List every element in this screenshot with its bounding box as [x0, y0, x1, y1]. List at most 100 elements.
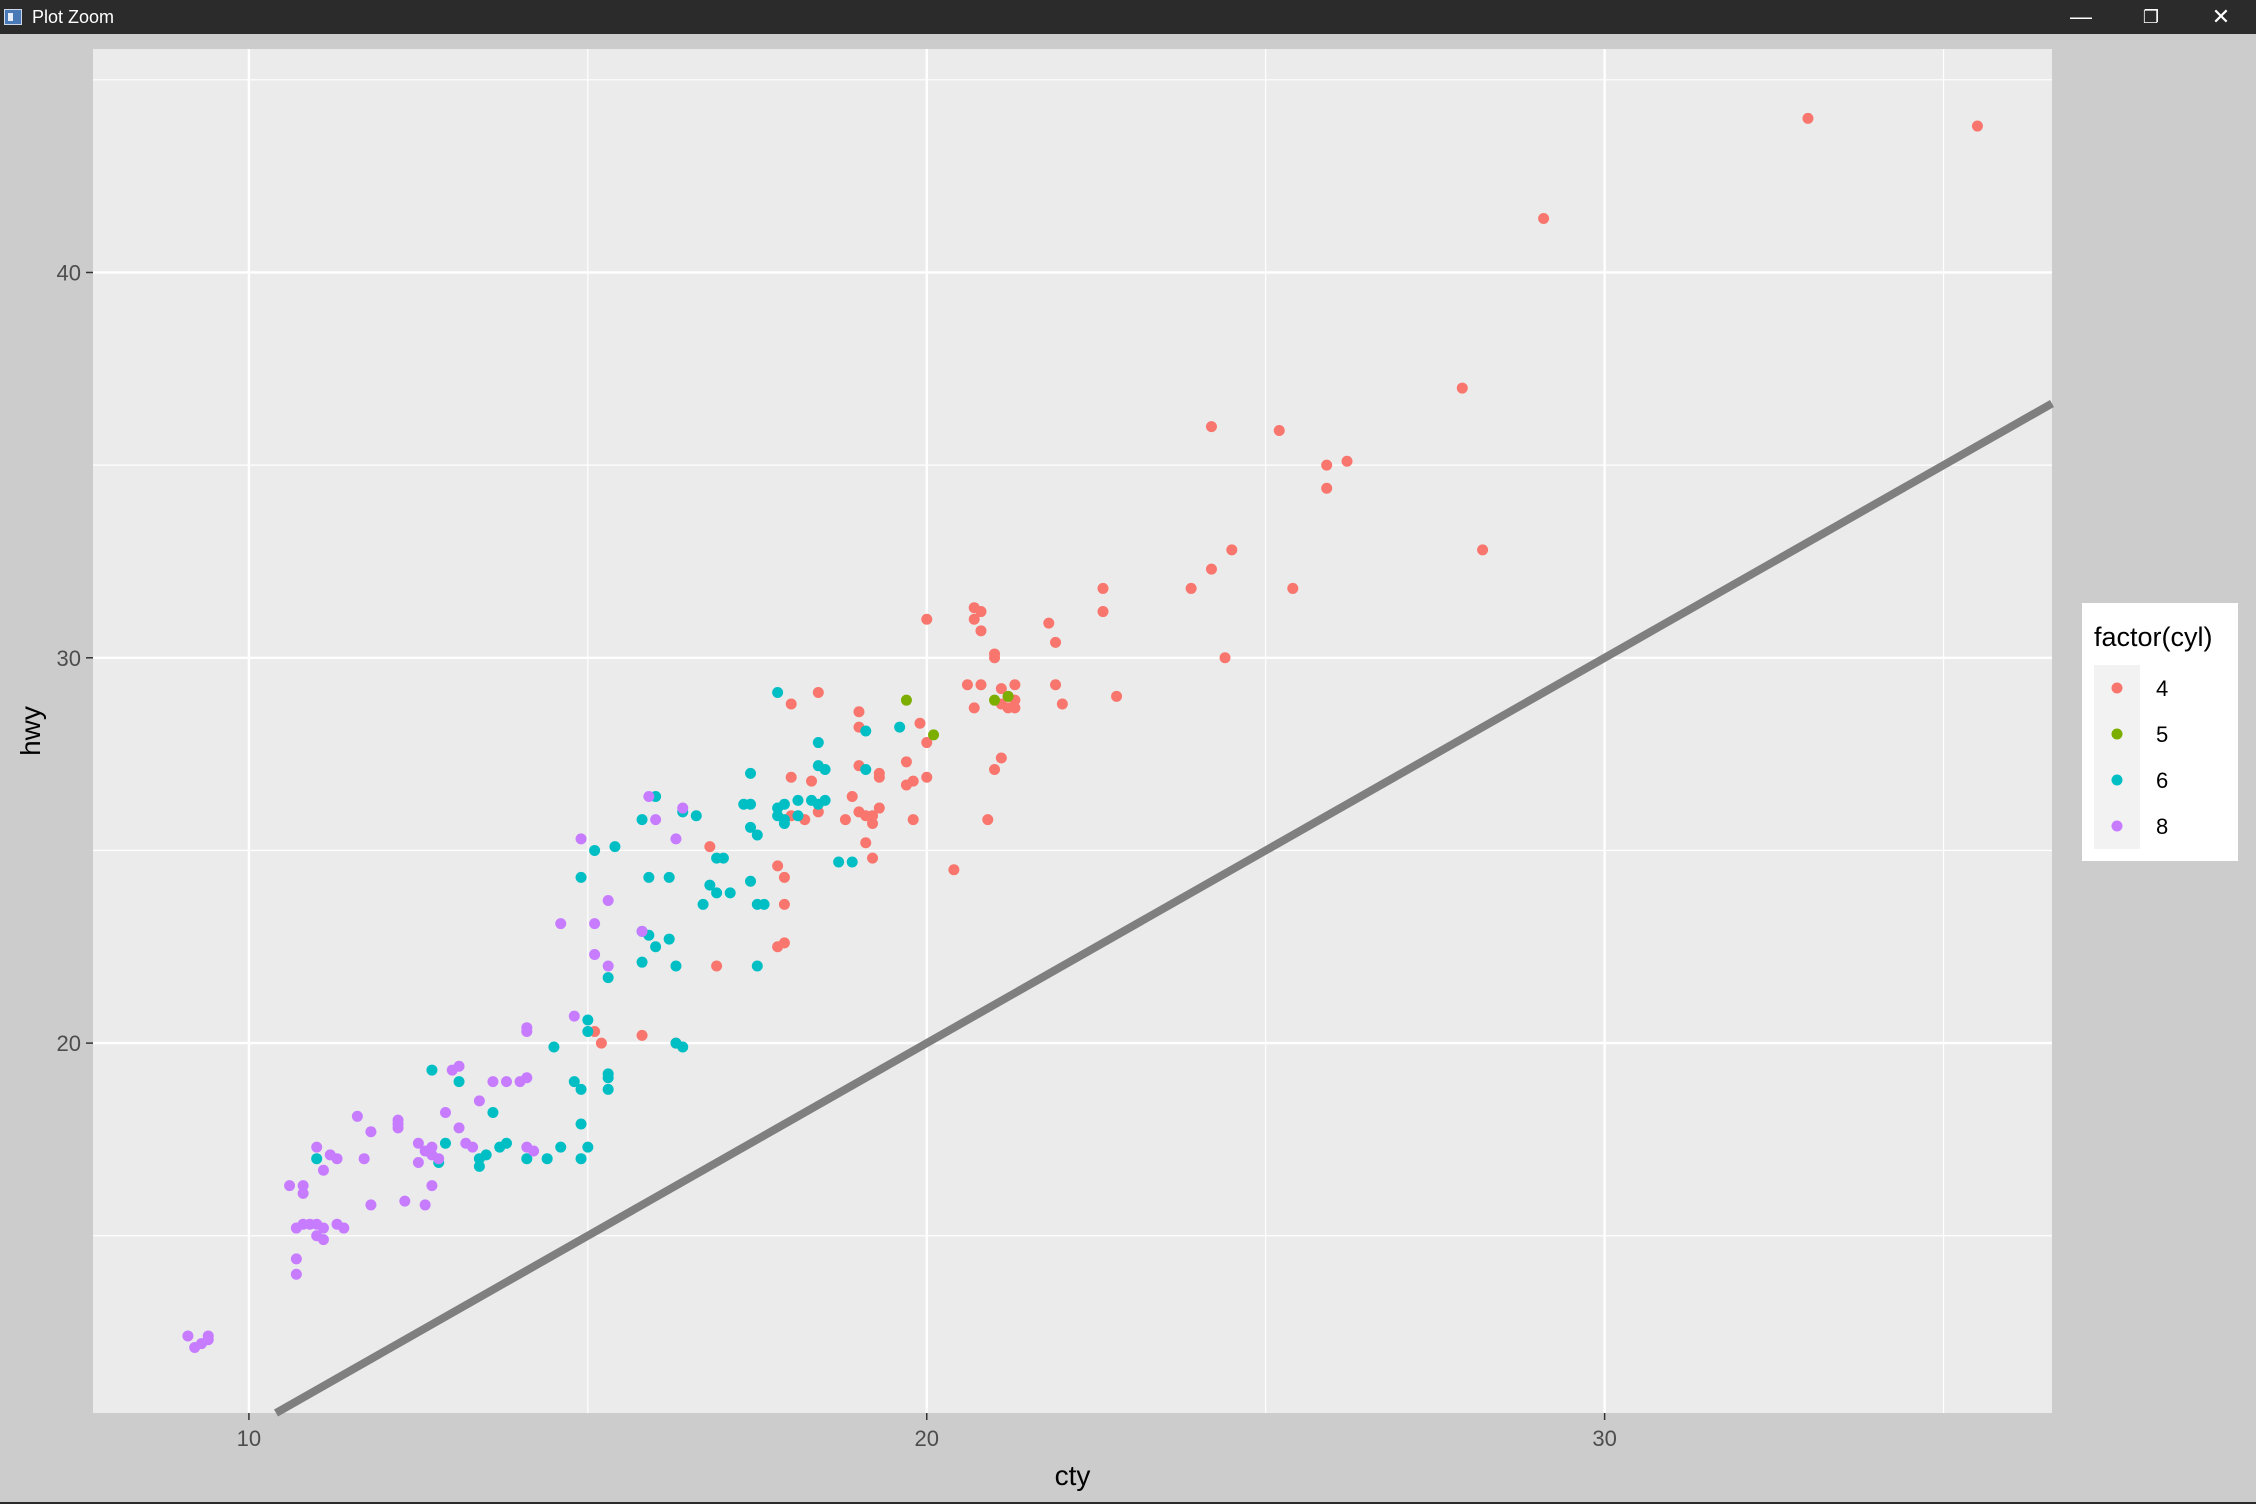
- panel-background: [93, 49, 2052, 1413]
- data-point-cyl-8: [297, 1218, 309, 1230]
- y-axis-label: hwy: [15, 706, 46, 756]
- data-point-cyl-6: [778, 817, 790, 829]
- data-point-cyl-6: [677, 1041, 689, 1053]
- data-point-cyl-6: [636, 814, 648, 826]
- data-point-cyl-4: [812, 806, 824, 818]
- reference-line: [274, 400, 2054, 1417]
- axes: 10 20 30 20 30 40 cty hwy: [15, 260, 1617, 1491]
- data-point-cyl-4: [867, 852, 879, 864]
- data-point-cyl-4: [704, 841, 716, 853]
- data-point-cyl-6: [833, 856, 845, 868]
- data-point-cyl-6: [575, 1153, 587, 1165]
- data-point-cyl-4: [853, 706, 865, 718]
- data-point-cyl-6: [663, 871, 675, 883]
- data-point-cyl-6: [473, 1153, 485, 1165]
- data-point-cyl-8: [426, 1180, 438, 1192]
- data-point-cyl-6: [555, 1141, 567, 1153]
- data-point-cyl-6: [751, 960, 763, 972]
- data-point-cyl-6: [724, 887, 736, 899]
- data-point-cyl-6: [487, 1106, 499, 1118]
- data-point-cyl-4: [812, 686, 824, 698]
- minimize-button[interactable]: —: [2070, 4, 2092, 29]
- data-point-cyl-6: [589, 844, 601, 856]
- data-point-cyl-4: [989, 764, 1001, 776]
- data-point-cyl-6: [548, 1041, 560, 1053]
- data-point-cyl-6: [745, 798, 757, 810]
- data-point-cyl-6: [690, 810, 702, 822]
- data-point-cyl-6: [846, 856, 858, 868]
- data-point-cyl-4: [1971, 120, 1983, 132]
- data-point-cyl-8: [575, 833, 587, 845]
- x-tick-label: 10: [237, 1426, 261, 1451]
- legend-label-5: 5: [2156, 722, 2168, 747]
- data-point-cyl-8: [351, 1110, 363, 1122]
- x-tick-label: 30: [1592, 1426, 1616, 1451]
- data-point-cyl-4: [785, 771, 797, 783]
- data-point-cyl-5: [928, 729, 940, 741]
- data-point-cyl-4: [982, 814, 994, 826]
- data-point-cyl-6: [772, 810, 784, 822]
- x-axis-label: cty: [1055, 1460, 1091, 1491]
- data-point-cyl-6: [860, 725, 872, 737]
- data-point-cyl-8: [602, 960, 614, 972]
- legend-title: factor(cyl): [2094, 622, 2213, 652]
- data-point-cyl-8: [399, 1195, 411, 1207]
- data-point-cyl-6: [663, 933, 675, 945]
- data-point-cyl-4: [1273, 424, 1285, 436]
- window-titlebar: Plot Zoom — ❐ ✕: [0, 0, 2256, 34]
- data-point-cyl-4: [914, 717, 926, 729]
- window-controls: — ❐ ✕: [2046, 0, 2256, 34]
- data-point-cyl-6: [602, 1083, 614, 1095]
- data-point-cyl-4: [1341, 455, 1353, 467]
- data-point-cyl-4: [989, 652, 1001, 664]
- data-point-cyl-4: [1050, 679, 1062, 691]
- data-point-cyl-8: [419, 1199, 431, 1211]
- data-point-cyl-8: [195, 1338, 207, 1350]
- data-point-cyl-4: [921, 613, 933, 625]
- data-point-cyl-8: [284, 1180, 296, 1192]
- data-point-cyl-6: [772, 686, 784, 698]
- data-point-cyl-4: [873, 802, 885, 814]
- data-point-cyl-4: [900, 756, 912, 768]
- data-point-cyl-8: [650, 814, 662, 826]
- restore-button[interactable]: ❐: [2142, 6, 2160, 27]
- data-point-cyl-6: [541, 1153, 553, 1165]
- data-point-cyl-6: [636, 956, 648, 968]
- data-point-cyl-4: [772, 941, 784, 953]
- data-point-cyl-4: [1219, 652, 1231, 664]
- data-point-cyl-4: [772, 860, 784, 872]
- data-point-cyl-4: [961, 679, 973, 691]
- data-point-cyl-4: [785, 698, 797, 710]
- data-point-cyl-6: [704, 879, 716, 891]
- plot-panel: [93, 49, 2052, 1413]
- data-point-cyl-4: [1205, 421, 1217, 433]
- data-point-cyl-8: [426, 1149, 438, 1161]
- data-point-cyl-6: [453, 1076, 465, 1088]
- close-button[interactable]: ✕: [2211, 4, 2231, 29]
- data-point-cyl-4: [975, 625, 987, 637]
- data-point-cyl-8: [500, 1076, 512, 1088]
- y-tick-label: 20: [57, 1031, 81, 1056]
- data-point-cyl-6: [643, 871, 655, 883]
- data-point-cyl-4: [1097, 606, 1109, 618]
- legend-label-8: 8: [2156, 814, 2168, 839]
- data-point-cyl-8: [365, 1126, 377, 1138]
- data-point-cyl-4: [1097, 582, 1109, 594]
- data-point-cyl-8: [487, 1076, 499, 1088]
- data-point-cyl-6: [894, 721, 906, 733]
- data-point-cyl-8: [636, 925, 648, 937]
- data-point-cyl-8: [338, 1222, 350, 1234]
- data-point-cyl-6: [575, 1083, 587, 1095]
- data-point-cyl-6: [426, 1064, 438, 1076]
- data-point-cyl-8: [555, 918, 567, 930]
- data-point-cyl-6: [812, 737, 824, 749]
- app-window-icon: [4, 9, 22, 25]
- data-point-cyl-4: [948, 864, 960, 876]
- data-point-cyl-8: [358, 1153, 370, 1165]
- data-point-cyl-5: [900, 694, 912, 706]
- data-point-cyl-6: [745, 767, 757, 779]
- data-point-cyl-8: [589, 948, 601, 960]
- data-point-cyl-6: [819, 794, 831, 806]
- legend-swatch-5: [2111, 728, 2123, 740]
- data-point-cyl-4: [778, 871, 790, 883]
